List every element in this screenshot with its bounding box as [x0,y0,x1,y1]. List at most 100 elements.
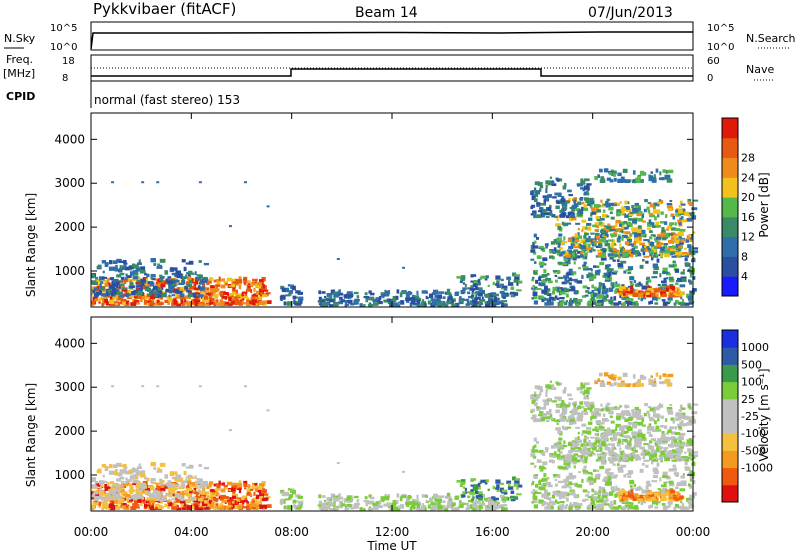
velocity-cell [133,498,140,503]
velocity-cell [129,489,135,493]
power-cell [574,242,581,246]
power-cell [689,252,694,255]
power-cell [145,296,150,300]
power-cell [541,247,544,250]
velocity-cell [221,482,225,486]
velocity-cell [462,491,466,496]
velocity-cell [250,501,254,505]
power-cell [207,291,210,294]
power-cell [665,214,668,218]
velocity-cell [620,380,625,384]
velocity-cell [637,379,641,384]
velocity-cell [659,477,662,482]
velocity-cell [543,473,547,478]
velocity-cell [127,493,131,498]
power-cell [91,300,96,305]
velocity-cell [491,505,498,510]
power-cell [635,233,641,236]
velocity-cell [688,506,693,509]
power-cell [431,301,438,306]
velocity-cell [153,467,157,470]
power-cell [572,252,575,257]
velocity-cell [606,472,611,476]
power-cell [216,279,222,282]
power-cell [587,198,594,201]
power-cell [512,272,517,277]
power-cell [561,221,565,226]
power-cell [159,275,165,279]
power-cell [556,218,559,222]
velocity-cell [287,488,291,491]
power-cell [503,288,508,291]
power-cell [422,299,425,302]
velocity-cell [466,505,470,508]
power-cell [107,289,111,294]
power-cell [178,282,185,286]
power-cell [150,276,153,280]
velocity-cell [666,431,670,435]
velocity-cell [582,430,586,434]
velocity-cell [658,403,662,406]
velocity-cell [223,496,229,500]
power-cell [262,284,265,289]
velocity-cell [573,501,578,506]
power-cell [564,301,568,306]
power-cell [639,211,643,214]
power-cell [557,276,564,280]
power-cell [556,270,561,274]
power-cell [532,245,539,249]
power-cell [487,298,491,302]
velocity-cell [673,506,677,510]
power-cell [465,303,470,306]
velocity-cell [551,494,556,499]
power-cell [677,248,682,252]
velocity-cell [344,505,348,510]
power-cell [113,295,118,300]
velocity-cell [431,502,437,505]
power-cell [176,290,183,294]
velocity-cell [137,494,143,499]
velocity-cell [510,490,515,495]
velocity-cell [641,433,646,438]
power-cell [609,179,614,183]
velocity-cell [333,497,339,502]
power-cell [622,302,626,306]
power-cell [635,252,638,257]
power-cell [118,260,125,264]
power-cell [241,292,244,297]
velocity-cell [238,489,242,494]
power-cell [646,276,651,280]
power-cell [599,179,606,184]
velocity-cell [259,492,262,497]
power-cell [549,292,552,297]
power-cell [251,302,256,306]
power-cell [559,291,566,295]
power-cell [471,296,474,299]
power-cell [228,225,232,228]
velocity-cell [383,503,390,507]
velocity-cell [568,505,573,511]
velocity-cell [108,464,113,469]
velocity-cell [167,484,174,488]
velocity-cell [101,506,105,511]
velocity-cell [585,451,592,454]
velocity-cell [653,470,659,475]
power-cell [318,303,322,306]
velocity-cell [136,483,143,487]
power-cell [193,293,197,297]
velocity-cell [318,507,322,510]
power-cell [680,302,685,306]
velocity-cell [687,448,692,453]
velocity-cell [257,485,262,490]
velocity-cell [677,452,682,456]
power-cell [592,224,597,228]
power-cell [590,207,596,212]
power-cell [598,238,602,242]
velocity-cell [464,491,468,494]
velocity-cell [675,419,679,422]
velocity-cell [198,489,201,493]
velocity-cell [160,487,166,492]
power-cell [132,263,136,267]
velocity-cell [531,501,534,504]
velocity-cell [629,415,635,419]
